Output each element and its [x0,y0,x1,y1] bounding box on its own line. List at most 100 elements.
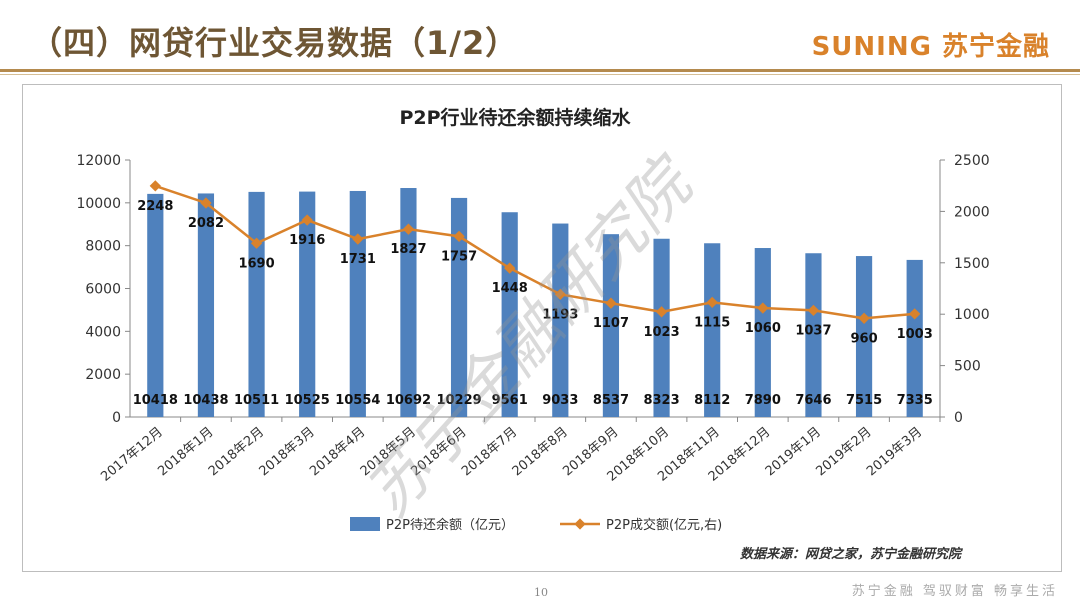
line-value-label: 1023 [643,325,679,340]
footer-slogan: 苏宁金融 驾驭财富 畅享生活 [851,584,1058,599]
line-value-label: 1827 [390,242,426,257]
bar-value-label: 10418 [133,393,178,408]
bar [653,238,670,417]
line-point [807,304,820,317]
line-point [149,180,161,192]
line-value-label: 2248 [137,199,173,214]
bar [906,259,923,417]
y-right-tick-label: 1500 [954,256,990,272]
line-value-label: 1731 [340,252,376,267]
bar [855,256,873,417]
y-left-tick-label: 0 [112,410,121,426]
line-series [154,184,915,320]
chart-panel [22,84,1062,572]
legend-bar-swatch [350,517,380,531]
line-value-label: 1115 [694,315,730,330]
line-value-label: 1690 [238,256,274,271]
bar-value-label: 7515 [846,393,882,408]
chart-title: P2P行业待还余额持续缩水 [399,106,631,129]
bar [400,188,417,417]
y-left-tick-label: 6000 [85,282,121,298]
bar [552,223,569,417]
line-point [453,230,465,243]
y-left-tick-label: 2000 [85,367,121,383]
line-point [200,197,212,209]
bar [704,243,721,417]
line-point [301,214,313,226]
bar [805,253,822,417]
source-note: 数据来源：网贷之家，苏宁金融研究院 [740,547,962,562]
line-value-label: 1757 [441,249,477,264]
bar-value-label: 7646 [795,393,831,408]
y-right-tick-label: 1000 [954,307,990,323]
line-point [858,312,870,324]
y-right-tick-label: 2500 [954,153,990,169]
x-tick-label: 2019年1月 [763,425,824,480]
legend-line-marker [574,518,586,530]
bar [349,190,366,417]
line-value-label: 1107 [593,316,629,331]
x-tick-label: 2018年8月 [510,425,571,480]
page-title: （四）网贷行业交易数据（1/2） [30,24,519,62]
bar-value-label: 10229 [436,393,481,408]
bar [248,191,265,417]
x-tick-label: 2019年3月 [864,425,925,480]
y-left-tick-label: 12000 [76,153,121,169]
y-right-tick-label: 2000 [954,204,990,220]
line-point [605,297,617,309]
x-tick-label: 2018年1月 [155,425,216,480]
line-point [909,308,921,320]
bar [602,234,620,417]
y-right-tick-label: 0 [954,410,963,426]
line-value-label: 960 [850,331,877,346]
bar [299,191,316,417]
bar-value-label: 10554 [335,393,380,408]
line-point [655,306,668,318]
bar-value-label: 10692 [386,393,431,408]
line-value-label: 1060 [745,321,781,336]
bar-value-label: 7890 [745,393,781,408]
bar-value-label: 8112 [694,393,730,408]
line-point [402,223,415,235]
bar [147,193,164,417]
bar-value-label: 8323 [643,393,679,408]
line-value-label: 1003 [897,327,933,342]
bar-value-label: 10438 [183,393,228,408]
legend-bar-label: P2P待还余额（亿元） [386,517,514,533]
page-number: 10 [534,586,548,599]
title-divider [0,69,1080,72]
line-value-label: 1448 [492,281,528,296]
line-point [554,288,566,301]
bar-value-label: 9033 [542,393,578,408]
legend-line-label: P2P成交额(亿元,右) [606,517,722,533]
bar-value-label: 10511 [234,393,279,408]
y-right-tick-label: 500 [954,359,981,375]
line-value-label: 1916 [289,233,325,248]
line-point [352,233,364,245]
title-divider-thin [0,74,1080,75]
line-point [706,296,718,309]
bar-value-label: 9561 [492,393,528,408]
bar-value-label: 10525 [285,393,330,408]
line-point [504,262,516,274]
x-tick-label: 2018年3月 [257,425,318,480]
y-left-tick-label: 8000 [85,239,121,255]
x-tick-label: 2017年12月 [98,425,166,485]
y-left-tick-label: 10000 [76,196,121,212]
line-point [250,237,263,249]
line-point [757,302,769,314]
bar [450,197,468,417]
bar [754,248,771,417]
brand-logo: SUNING 苏宁金融 [811,32,1050,62]
bar-value-label: 8537 [593,393,629,408]
line-value-label: 1193 [542,307,578,322]
bar [501,212,518,417]
x-tick-label: 2018年2月 [206,425,267,480]
bar [197,193,215,417]
bar-value-label: 7335 [897,393,933,408]
line-value-label: 2082 [188,216,224,231]
y-left-tick-label: 4000 [85,324,121,340]
x-tick-label: 2019年2月 [813,425,874,480]
line-value-label: 1037 [795,323,831,338]
